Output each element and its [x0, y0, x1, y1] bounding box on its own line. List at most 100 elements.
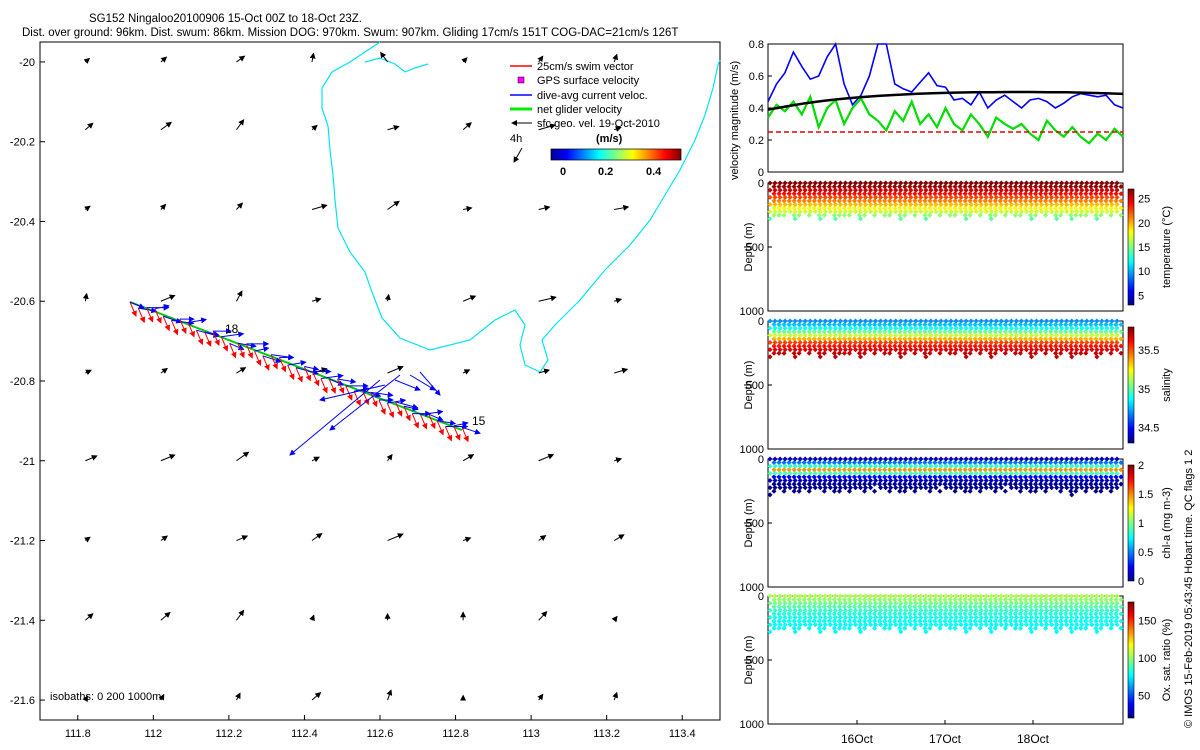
profile-sample	[967, 343, 973, 349]
profile-sample	[832, 318, 838, 324]
profile-sample	[811, 467, 817, 473]
profile-sample	[918, 347, 924, 353]
profile-sample	[1113, 205, 1119, 211]
profile-sample	[882, 625, 888, 631]
profile-sample	[1054, 209, 1060, 215]
profile-sample	[772, 600, 778, 606]
geo-velocity-arrow	[311, 692, 322, 701]
profile-sample	[957, 597, 963, 603]
profile-sample	[786, 329, 792, 335]
profile-sample	[903, 332, 909, 338]
profile-sample	[897, 488, 903, 494]
profile-sample	[927, 481, 933, 487]
profile-sample	[872, 604, 878, 610]
profile-sample	[912, 597, 918, 603]
profile-sample	[767, 354, 773, 360]
profile-sample	[812, 593, 818, 599]
profile-sample	[797, 477, 803, 484]
profile-sample	[1032, 343, 1039, 349]
profile-sample	[851, 322, 858, 328]
profile-sample	[801, 322, 807, 328]
profile-sample	[1059, 477, 1065, 484]
profile-sample	[1059, 456, 1065, 462]
profile-sample	[933, 194, 939, 200]
profile-sample	[1003, 187, 1009, 193]
profile-sample	[1043, 618, 1049, 624]
geo-velocity-arrow	[158, 693, 165, 701]
legend-label-net: net glider velocity	[537, 104, 622, 116]
profile-sample	[943, 463, 949, 469]
profile-sample	[832, 332, 838, 338]
profile-sample	[953, 325, 959, 331]
profile-sample	[917, 205, 923, 211]
velocity-y-tick-label: 0.6	[749, 71, 764, 83]
profile-sample	[842, 614, 848, 621]
profile-sample	[1104, 600, 1110, 606]
profile-sample	[1069, 216, 1075, 222]
profile-sample	[968, 187, 974, 193]
profile-sample	[942, 467, 948, 473]
profile-sample	[938, 470, 944, 476]
profile-sample	[888, 477, 894, 484]
colorbar-tick-1: 0.2	[598, 166, 613, 178]
profile-sample	[852, 325, 859, 331]
profile-sample	[837, 194, 843, 200]
profile-sample	[923, 194, 929, 200]
profile-sample	[988, 477, 994, 484]
profile-sample	[912, 336, 918, 342]
depth-y-tick-label: 1000	[740, 719, 764, 731]
geo-velocity-arrow	[538, 453, 555, 462]
geo-velocity-arrow	[160, 535, 169, 542]
profile-sample	[1099, 194, 1105, 200]
profile-sample	[863, 325, 869, 331]
profile-sample	[781, 474, 787, 480]
profile-sample	[967, 350, 973, 356]
profile-sample	[1008, 622, 1014, 628]
profile-sample	[1118, 212, 1124, 218]
profile-sample	[802, 339, 808, 346]
profile-sample	[1104, 477, 1110, 484]
depth-y-tick-label: 500	[746, 655, 764, 667]
profile-sample	[1074, 485, 1080, 491]
profile-sample	[1104, 194, 1110, 200]
profile-sample	[967, 618, 973, 624]
profile-sample	[1053, 604, 1059, 610]
profile-sample	[852, 485, 859, 491]
profile-sample	[992, 604, 998, 610]
profile-sample	[863, 607, 869, 613]
profile-sample	[802, 325, 808, 331]
profile-sample	[968, 209, 974, 215]
depth-colorbar	[1127, 464, 1135, 582]
profile-sample	[998, 593, 1004, 599]
profile-sample	[988, 201, 994, 208]
profile-sample	[983, 332, 989, 338]
profile-sample	[1108, 481, 1114, 487]
profile-sample	[972, 460, 978, 466]
profile-sample	[962, 481, 968, 487]
depth-ylabel: Depth (m)	[743, 636, 755, 685]
profile-sample	[908, 463, 914, 469]
profile-sample	[897, 322, 903, 328]
profile-sample	[988, 470, 994, 476]
profile-sample	[998, 201, 1004, 208]
profile-sample	[987, 350, 993, 356]
profile-sample	[878, 318, 884, 324]
profile-sample	[922, 329, 928, 335]
profile-sample	[972, 474, 978, 480]
profile-sample	[1049, 209, 1055, 215]
profile-sample	[952, 488, 958, 494]
profile-sample	[782, 194, 788, 200]
profile-sample	[832, 607, 838, 613]
profile-sample	[1073, 198, 1079, 204]
profile-sample	[1104, 622, 1110, 628]
profile-sample	[962, 191, 968, 197]
profile-sample	[1058, 611, 1064, 617]
profile-sample	[846, 625, 852, 631]
profile-sample	[958, 339, 964, 346]
profile-sample	[831, 329, 837, 335]
profile-sample	[1054, 593, 1060, 599]
profile-sample	[1063, 597, 1069, 603]
colorbar-tick-label: 50	[1138, 691, 1150, 703]
profile-sample	[856, 611, 863, 617]
profile-sample	[777, 347, 783, 353]
